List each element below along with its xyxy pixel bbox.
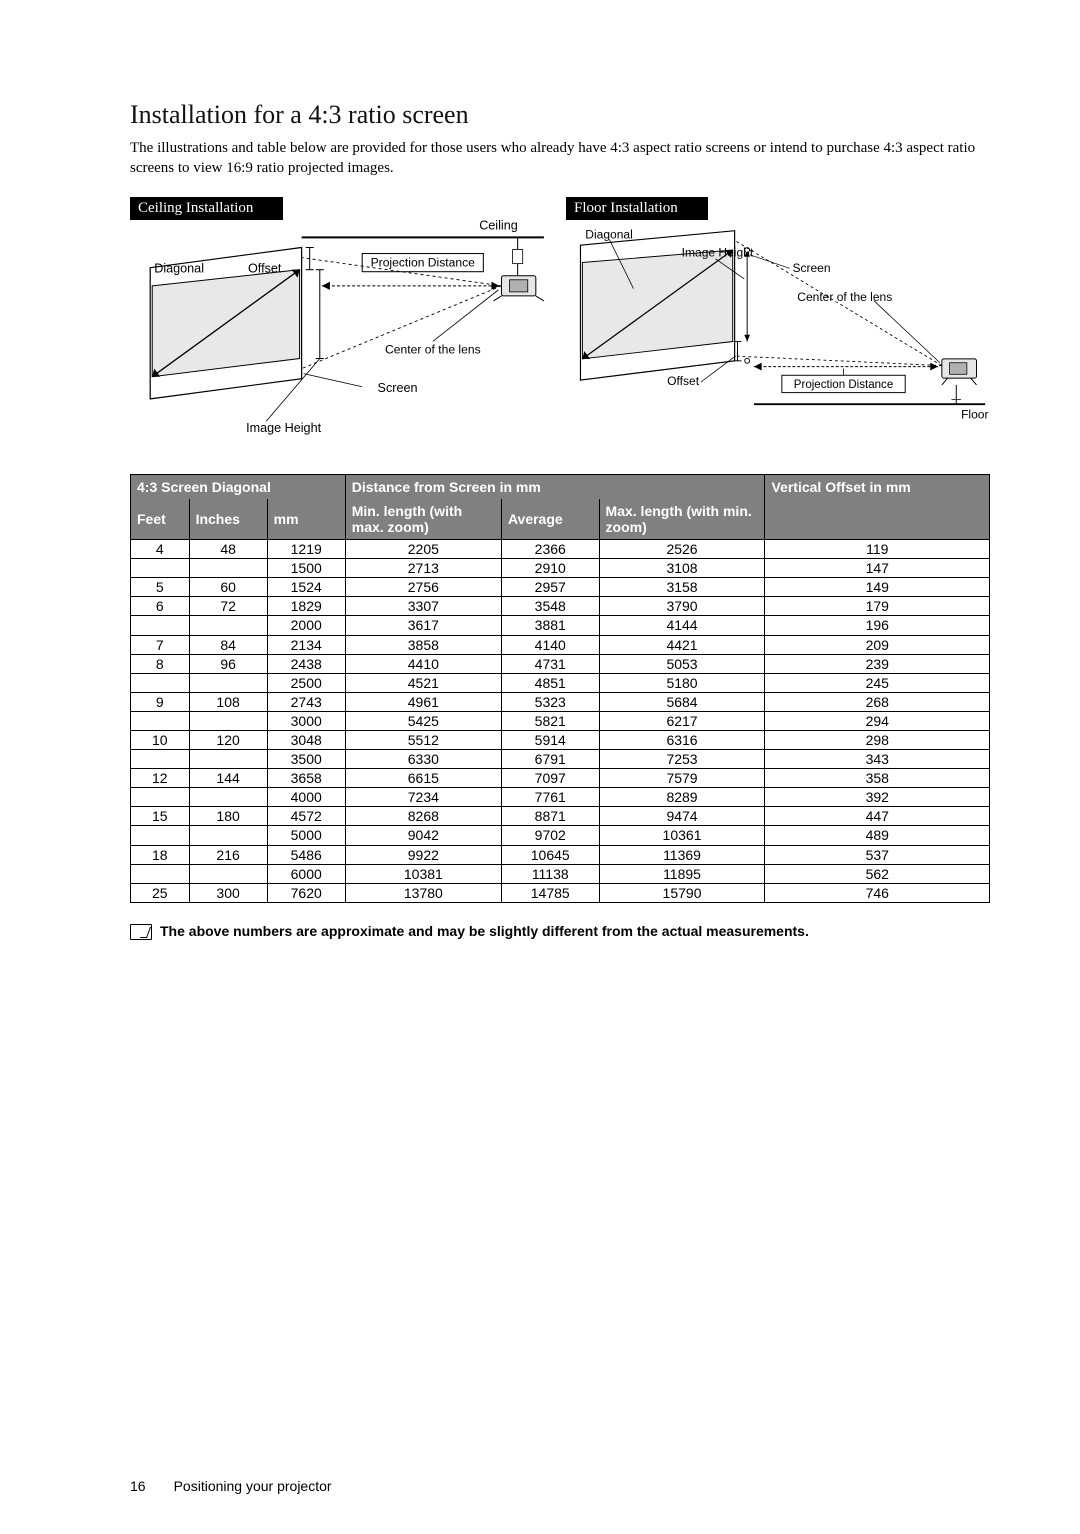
th-offset: Vertical Offset in mm — [765, 474, 990, 539]
table-row: 7842134385841404421209 — [131, 635, 990, 654]
ceiling-diagram-svg: Ceiling Diagonal Offset — [130, 197, 554, 439]
page-title: Installation for a 4:3 ratio screen — [130, 100, 990, 130]
page-number: 16 — [130, 1478, 146, 1494]
svg-text:Image Height: Image Height — [682, 245, 754, 259]
table-row: 91082743496153235684268 — [131, 692, 990, 711]
table-row: 6000103811113811895562 — [131, 864, 990, 883]
svg-text:Center of the lens: Center of the lens — [385, 342, 481, 356]
table-row: 121443658661570977579358 — [131, 769, 990, 788]
th-mm: mm — [267, 499, 345, 540]
note-text: The above numbers are approximate and ma… — [160, 923, 809, 939]
table-row: 6721829330735483790179 — [131, 597, 990, 616]
floor-diagram: Floor Installation Diagonal Image Height — [566, 197, 990, 444]
svg-text:Diagonal: Diagonal — [154, 261, 204, 275]
th-max: Max. length (with min. zoom) — [599, 499, 765, 540]
svg-text:Screen: Screen — [378, 380, 418, 394]
table-row: 253007620137801478515790746 — [131, 883, 990, 902]
ceiling-diagram-title: Ceiling Installation — [130, 197, 283, 220]
th-inches: Inches — [189, 499, 267, 540]
table-row: 101203048551259146316298 — [131, 731, 990, 750]
svg-text:Diagonal: Diagonal — [585, 227, 633, 241]
floor-diagram-title: Floor Installation — [566, 197, 708, 220]
note-icon — [130, 924, 152, 940]
intro-text: The illustrations and table below are pr… — [130, 138, 990, 179]
th-distance-group: Distance from Screen in mm — [345, 474, 765, 499]
table-row: 8962438441047315053239 — [131, 654, 990, 673]
th-feet: Feet — [131, 499, 190, 540]
th-avg: Average — [501, 499, 599, 540]
table-row: 2500452148515180245 — [131, 673, 990, 692]
page-footer: 16 Positioning your projector — [130, 1478, 332, 1494]
svg-text:Projection Distance: Projection Distance — [794, 378, 893, 390]
svg-text:Image Height: Image Height — [246, 421, 321, 435]
ceiling-diagram: Ceiling Installation Ceiling Diagonal Of… — [130, 197, 554, 444]
table-row: 18216548699221064511369537 — [131, 845, 990, 864]
th-min: Min. length (with max. zoom) — [345, 499, 501, 540]
th-diagonal-group: 4:3 Screen Diagonal — [131, 474, 346, 499]
table-row: 2000361738814144196 — [131, 616, 990, 635]
svg-text:Offset: Offset — [248, 261, 282, 275]
footer-section: Positioning your projector — [174, 1478, 332, 1494]
note: The above numbers are approximate and ma… — [130, 923, 990, 940]
spec-table: 4:3 Screen DiagonalDistance from Screen … — [130, 474, 990, 903]
table-row: 5601524275629573158149 — [131, 578, 990, 597]
svg-text:Floor: Floor — [961, 407, 988, 421]
table-row: 50009042970210361489 — [131, 826, 990, 845]
svg-text:Center of the lens: Center of the lens — [797, 290, 892, 304]
table-row: 4481219220523662526119 — [131, 540, 990, 559]
svg-text:Screen: Screen — [792, 261, 830, 275]
table-row: 4000723477618289392 — [131, 788, 990, 807]
svg-text:Ceiling: Ceiling — [479, 218, 518, 232]
svg-text:Offset: Offset — [667, 373, 700, 387]
table-row: 3500633067917253343 — [131, 750, 990, 769]
svg-text:Projection Distance: Projection Distance — [371, 255, 476, 269]
table-row: 151804572826888719474447 — [131, 807, 990, 826]
floor-diagram-svg: Diagonal Image Height Screen Offset — [566, 197, 990, 428]
table-row: 3000542558216217294 — [131, 711, 990, 730]
table-row: 1500271329103108147 — [131, 559, 990, 578]
diagram-row: Ceiling Installation Ceiling Diagonal Of… — [130, 197, 990, 444]
